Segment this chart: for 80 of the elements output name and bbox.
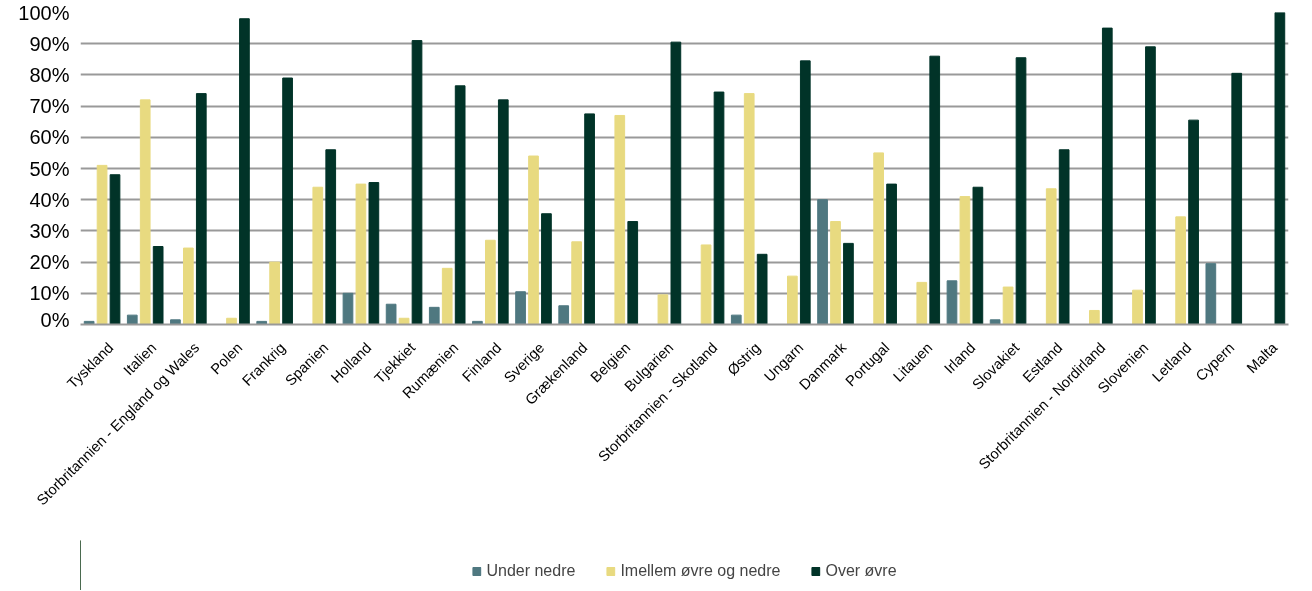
y-tick-label: 40% <box>29 188 70 211</box>
bar <box>700 244 712 325</box>
bar <box>170 319 181 325</box>
bar <box>817 199 828 325</box>
bar <box>497 99 509 325</box>
bar <box>929 55 941 325</box>
bar <box>454 85 466 325</box>
bar <box>515 291 526 325</box>
bar <box>312 186 324 325</box>
bar <box>1188 119 1199 325</box>
bar <box>584 113 595 325</box>
bar <box>355 183 367 325</box>
bar <box>1231 72 1243 325</box>
y-tick-label: 60% <box>29 126 70 149</box>
bar <box>1002 286 1014 325</box>
bar <box>730 314 742 325</box>
y-tick-label: 80% <box>29 63 70 86</box>
bar <box>558 305 570 325</box>
bar <box>843 242 854 325</box>
bar <box>441 267 453 325</box>
bar <box>946 280 958 325</box>
bar <box>830 221 841 325</box>
bar <box>1145 46 1156 325</box>
bar <box>916 281 928 325</box>
bar <box>226 317 237 325</box>
legend-label: Imellem øvre og nedre <box>620 562 781 580</box>
y-tick-label: 50% <box>29 157 70 180</box>
y-tick-label: 30% <box>29 219 70 242</box>
legend-label: Under nedre <box>486 562 576 580</box>
bar <box>1015 57 1027 325</box>
bar <box>269 261 280 325</box>
y-tick-label: 100% <box>18 1 70 24</box>
bar <box>756 253 768 325</box>
bar <box>126 314 138 325</box>
bar <box>541 213 552 325</box>
bar <box>485 239 496 325</box>
bar <box>325 149 337 325</box>
bar <box>1175 216 1186 325</box>
bar <box>1089 309 1100 325</box>
bar <box>886 183 897 325</box>
bar <box>571 241 582 325</box>
y-tick-label: 20% <box>29 251 70 274</box>
bar <box>989 319 1001 325</box>
legend-label: Over øvre <box>825 562 897 580</box>
bar <box>1205 263 1217 325</box>
bar <box>799 60 811 325</box>
bar <box>368 182 380 325</box>
bar <box>972 186 984 325</box>
bar <box>411 40 423 325</box>
bar <box>96 164 108 325</box>
bar <box>109 174 121 325</box>
bar <box>787 275 798 325</box>
bar <box>428 306 440 325</box>
bar <box>627 221 639 325</box>
bar <box>873 152 884 325</box>
bar <box>528 155 539 325</box>
bar <box>670 41 682 325</box>
bar <box>152 246 164 325</box>
bar <box>385 303 397 325</box>
bar <box>1058 149 1070 325</box>
bar <box>743 93 755 325</box>
bar <box>959 196 971 325</box>
bar <box>1101 27 1113 325</box>
bar <box>183 247 194 325</box>
bar <box>1045 188 1057 325</box>
bar <box>139 99 151 325</box>
y-tick-label: 70% <box>29 95 70 118</box>
bar <box>657 294 669 325</box>
bar <box>398 317 410 325</box>
bar <box>1132 289 1143 325</box>
bar <box>342 292 354 325</box>
bar <box>195 93 207 325</box>
bar <box>614 114 626 325</box>
bar <box>282 77 293 325</box>
bar <box>239 18 250 325</box>
y-tick-label: 0% <box>40 308 70 331</box>
bar <box>1274 12 1286 325</box>
bar <box>713 91 725 325</box>
y-tick-label: 10% <box>29 282 70 305</box>
y-tick-label: 90% <box>29 32 70 55</box>
